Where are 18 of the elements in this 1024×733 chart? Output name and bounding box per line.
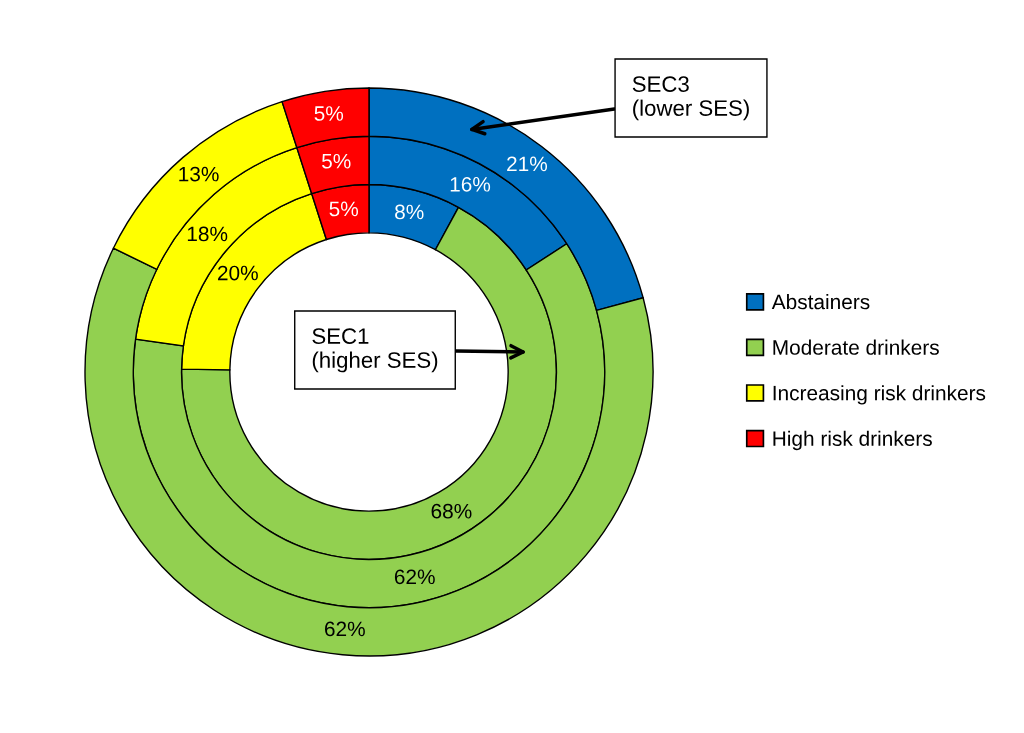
- legend-label: High risk drinkers: [773, 430, 932, 451]
- data-label: 21%: [507, 156, 548, 172]
- data-label: 13%: [179, 166, 219, 182]
- data-label: 5%: [314, 106, 344, 121]
- data-label: 68%: [431, 503, 472, 519]
- data-label: 18%: [187, 226, 228, 242]
- data-label: 5%: [322, 153, 351, 169]
- data-label: 8%: [395, 204, 424, 220]
- legend-label: Increasing risk drinkers: [773, 385, 986, 405]
- data-label: 16%: [450, 176, 491, 192]
- data-label: 62%: [394, 569, 435, 585]
- legend-label: Moderate drinkers: [773, 339, 939, 355]
- legend-label: Abstainers: [771, 293, 870, 310]
- data-label: 20%: [217, 265, 258, 281]
- text: SEC3 (lower SES): [632, 76, 749, 121]
- text: SEC1 (higher SES): [312, 328, 438, 373]
- data-label: 62%: [325, 621, 365, 637]
- data-label: 5%: [329, 201, 359, 217]
